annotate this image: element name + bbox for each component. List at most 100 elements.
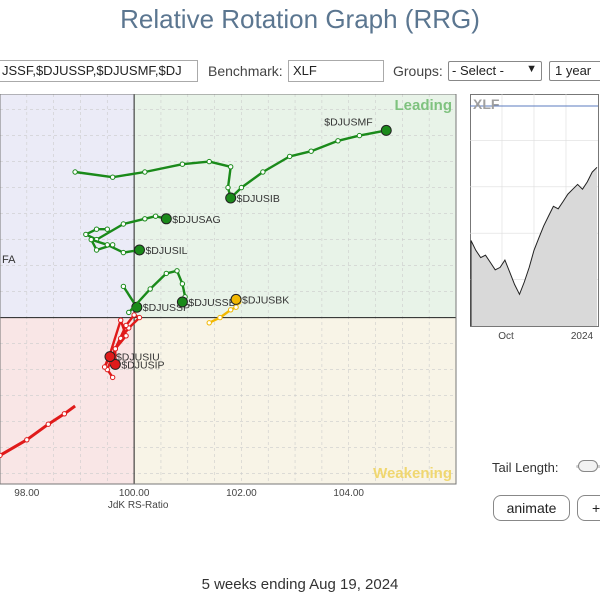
tail-point (136, 314, 143, 321)
tail-point (120, 283, 127, 290)
tail-point (174, 268, 180, 274)
x-tick-label: 98.00 (14, 488, 39, 499)
tail-point (126, 309, 132, 316)
series-tail-line (229, 129, 387, 199)
series-unnamed (0, 404, 76, 459)
tail-point (227, 164, 234, 170)
series-djusib: $DJUSIB (72, 158, 280, 205)
series-head-point (104, 351, 116, 363)
rrg-chart: Leading Weakening 98.00 100.00 102.00 104.00 J… (0, 94, 457, 511)
benchmark-line (470, 166, 598, 326)
series-label: $DJUSBK (242, 294, 289, 306)
tail-point (61, 411, 68, 417)
series-djusil: $DJUSIL (88, 236, 188, 257)
toolbar: JSSF,$DJUSSP,$DJUSMF,$DJ Benchmark: XLF … (0, 59, 600, 85)
chevron-down-icon: ▼ (526, 63, 537, 75)
tail-point (217, 314, 223, 321)
series-tail-line (74, 160, 232, 199)
tail-point (123, 333, 129, 339)
tail-point (233, 304, 239, 310)
tail-length-label: Tail Length: (492, 460, 559, 475)
quadrant-label-weakening: Weakening (373, 465, 452, 482)
series-djusag: $DJUSAG (83, 213, 221, 243)
tail-point (72, 169, 78, 175)
series-label: $DJUSIU (116, 352, 160, 364)
tail-point (142, 169, 148, 175)
series-label: $DJUSAG (172, 214, 220, 226)
tail-point (88, 236, 94, 243)
tail-point (356, 132, 363, 139)
x-tick-label: 102.00 (226, 488, 257, 499)
tail-point (152, 213, 159, 219)
series-djussb: $DJUSSB (126, 268, 236, 316)
tail-point (286, 153, 293, 160)
tail-point (112, 346, 119, 352)
tail-point (109, 174, 116, 180)
improving-quadrant (0, 94, 135, 318)
tail-point (225, 184, 231, 191)
tail-point (83, 231, 89, 238)
tail-point (123, 322, 129, 329)
benchmark-label: Benchmark: (208, 63, 283, 79)
series-label: $DJUSIL (145, 245, 187, 257)
tail-point (142, 216, 148, 222)
tail-point (260, 169, 266, 175)
series-head-point (176, 296, 188, 308)
groups-label: Groups: (393, 63, 443, 79)
x-axis-label: JdK RS-Ratio (108, 500, 169, 511)
tail-point (179, 161, 186, 167)
tail-point (120, 249, 127, 256)
series-label: $DJUSIP (121, 359, 164, 371)
period-select[interactable]: 1 year (549, 61, 600, 81)
tail-point (147, 286, 153, 292)
series-label: $DJUSSB (188, 297, 235, 309)
series-tail-line (90, 238, 140, 254)
benchmark-input[interactable]: XLF (288, 60, 384, 82)
series-head-point (225, 192, 237, 204)
tail-length-slider[interactable] (576, 460, 600, 472)
tail-point (131, 312, 137, 318)
tail-point (206, 158, 212, 165)
tail-point (163, 270, 170, 277)
tail-point (308, 148, 314, 154)
symbols-input[interactable]: JSSF,$DJUSSP,$DJUSMF,$DJ (0, 60, 198, 82)
tail-point (238, 184, 245, 191)
tail-point (24, 437, 30, 443)
tail-point (101, 364, 108, 370)
animate-button[interactable]: animate (493, 495, 570, 521)
series-head-point (380, 124, 392, 136)
series-label: $DJUSIB (237, 193, 280, 205)
slider-handle[interactable] (578, 460, 598, 472)
groups-select-value: - Select - (452, 63, 505, 78)
tail-point (93, 226, 100, 232)
series-head-point (160, 213, 172, 225)
tail-point (109, 242, 116, 248)
series-djusbk: $DJUSBK (206, 293, 289, 326)
tail-point (120, 221, 127, 227)
series-label: $DJUSMF (324, 116, 372, 128)
add-button[interactable]: + (577, 495, 600, 521)
tail-point (104, 242, 110, 248)
series-head-point (230, 293, 242, 305)
mini-x-tick-label: 2024 (571, 331, 594, 342)
tail-point (118, 317, 124, 323)
benchmark-area (471, 167, 597, 326)
tail-point (227, 307, 234, 313)
tail-point (93, 247, 100, 253)
mini-x-tick-label: Oct (498, 331, 514, 342)
series-djusmf: $DJUSMF (227, 116, 392, 201)
page-title: Relative Rotation Graph (RRG) (120, 4, 480, 34)
series-djusiu: $DJUSIU (101, 317, 160, 381)
benchmark-price-chart: XLF Oct 2024 (470, 94, 599, 342)
tail-point (109, 374, 116, 381)
groups-select[interactable]: - Select - ▼ (448, 61, 542, 81)
tail-point (179, 281, 186, 287)
series-label-fragment: FA (2, 254, 16, 266)
x-tick-label: 104.00 (333, 488, 364, 499)
x-tick-label: 100.00 (119, 488, 150, 499)
tail-point (45, 421, 51, 427)
tail-point (104, 226, 110, 232)
tail-point (206, 320, 212, 326)
series-head-point (133, 244, 145, 256)
mini-chart-title: XLF (473, 96, 500, 112)
